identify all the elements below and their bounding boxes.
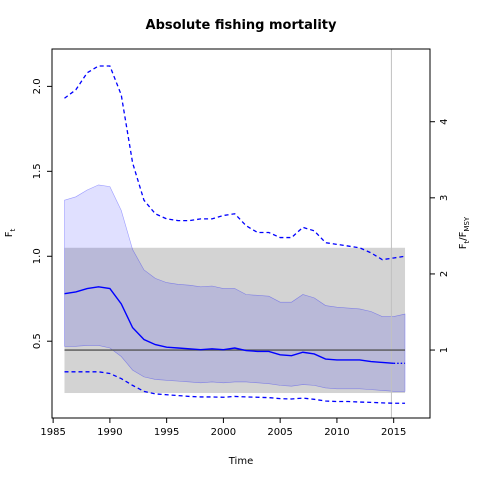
y-tick-label: 1.0 [32,248,43,264]
x-tick-label: 1995 [154,427,179,438]
x-tick-label: 1990 [97,427,122,438]
upper-dashed-line [64,65,406,261]
x-axis-title: Time [228,456,253,467]
svg-text:Ft/FMSY: Ft/FMSY [458,216,471,249]
y2-axis-title-sub2: MSY [463,216,471,231]
y-axis-title-sub: t [9,228,17,231]
x-tick-label: 2005 [267,427,292,438]
y2-axis-title-sep: /F [458,231,469,240]
plot-frame [51,48,431,419]
y2-axis-title-main: F [458,243,469,249]
estimate-line [64,286,394,364]
y-axis-title-main: F [4,231,15,237]
fmsy-band [64,247,406,394]
x-tick-label: 2000 [211,427,236,438]
y-axis-title: Ft [4,228,17,237]
y-tick-label: 1.5 [32,163,43,179]
y-tick-label: 0.5 [32,333,43,349]
y2-tick-label: 1 [439,347,450,353]
x-tick-label: 1985 [40,427,65,438]
y2-tick-label: 4 [439,119,450,125]
x-tick-label: 2015 [381,427,406,438]
y2-tick-label: 2 [439,271,450,277]
svg-text:Ft: Ft [4,228,17,237]
y2-axis-title-sub1: t [463,240,471,243]
lower-dashed-line [64,371,406,404]
x-tick-label: 2010 [324,427,349,438]
plot-layer: 1985 1990 1995 2000 2005 2010 2015 0.5 1.0 1.5 2.0… [32,48,450,438]
y-tick-label: 2.0 [32,78,43,94]
confidence-band [64,184,406,392]
chart-title: Absolute fishing mortality [146,18,337,33]
y2-axis-title: Ft/FMSY [458,216,471,249]
y2-tick-label: 3 [439,195,450,201]
